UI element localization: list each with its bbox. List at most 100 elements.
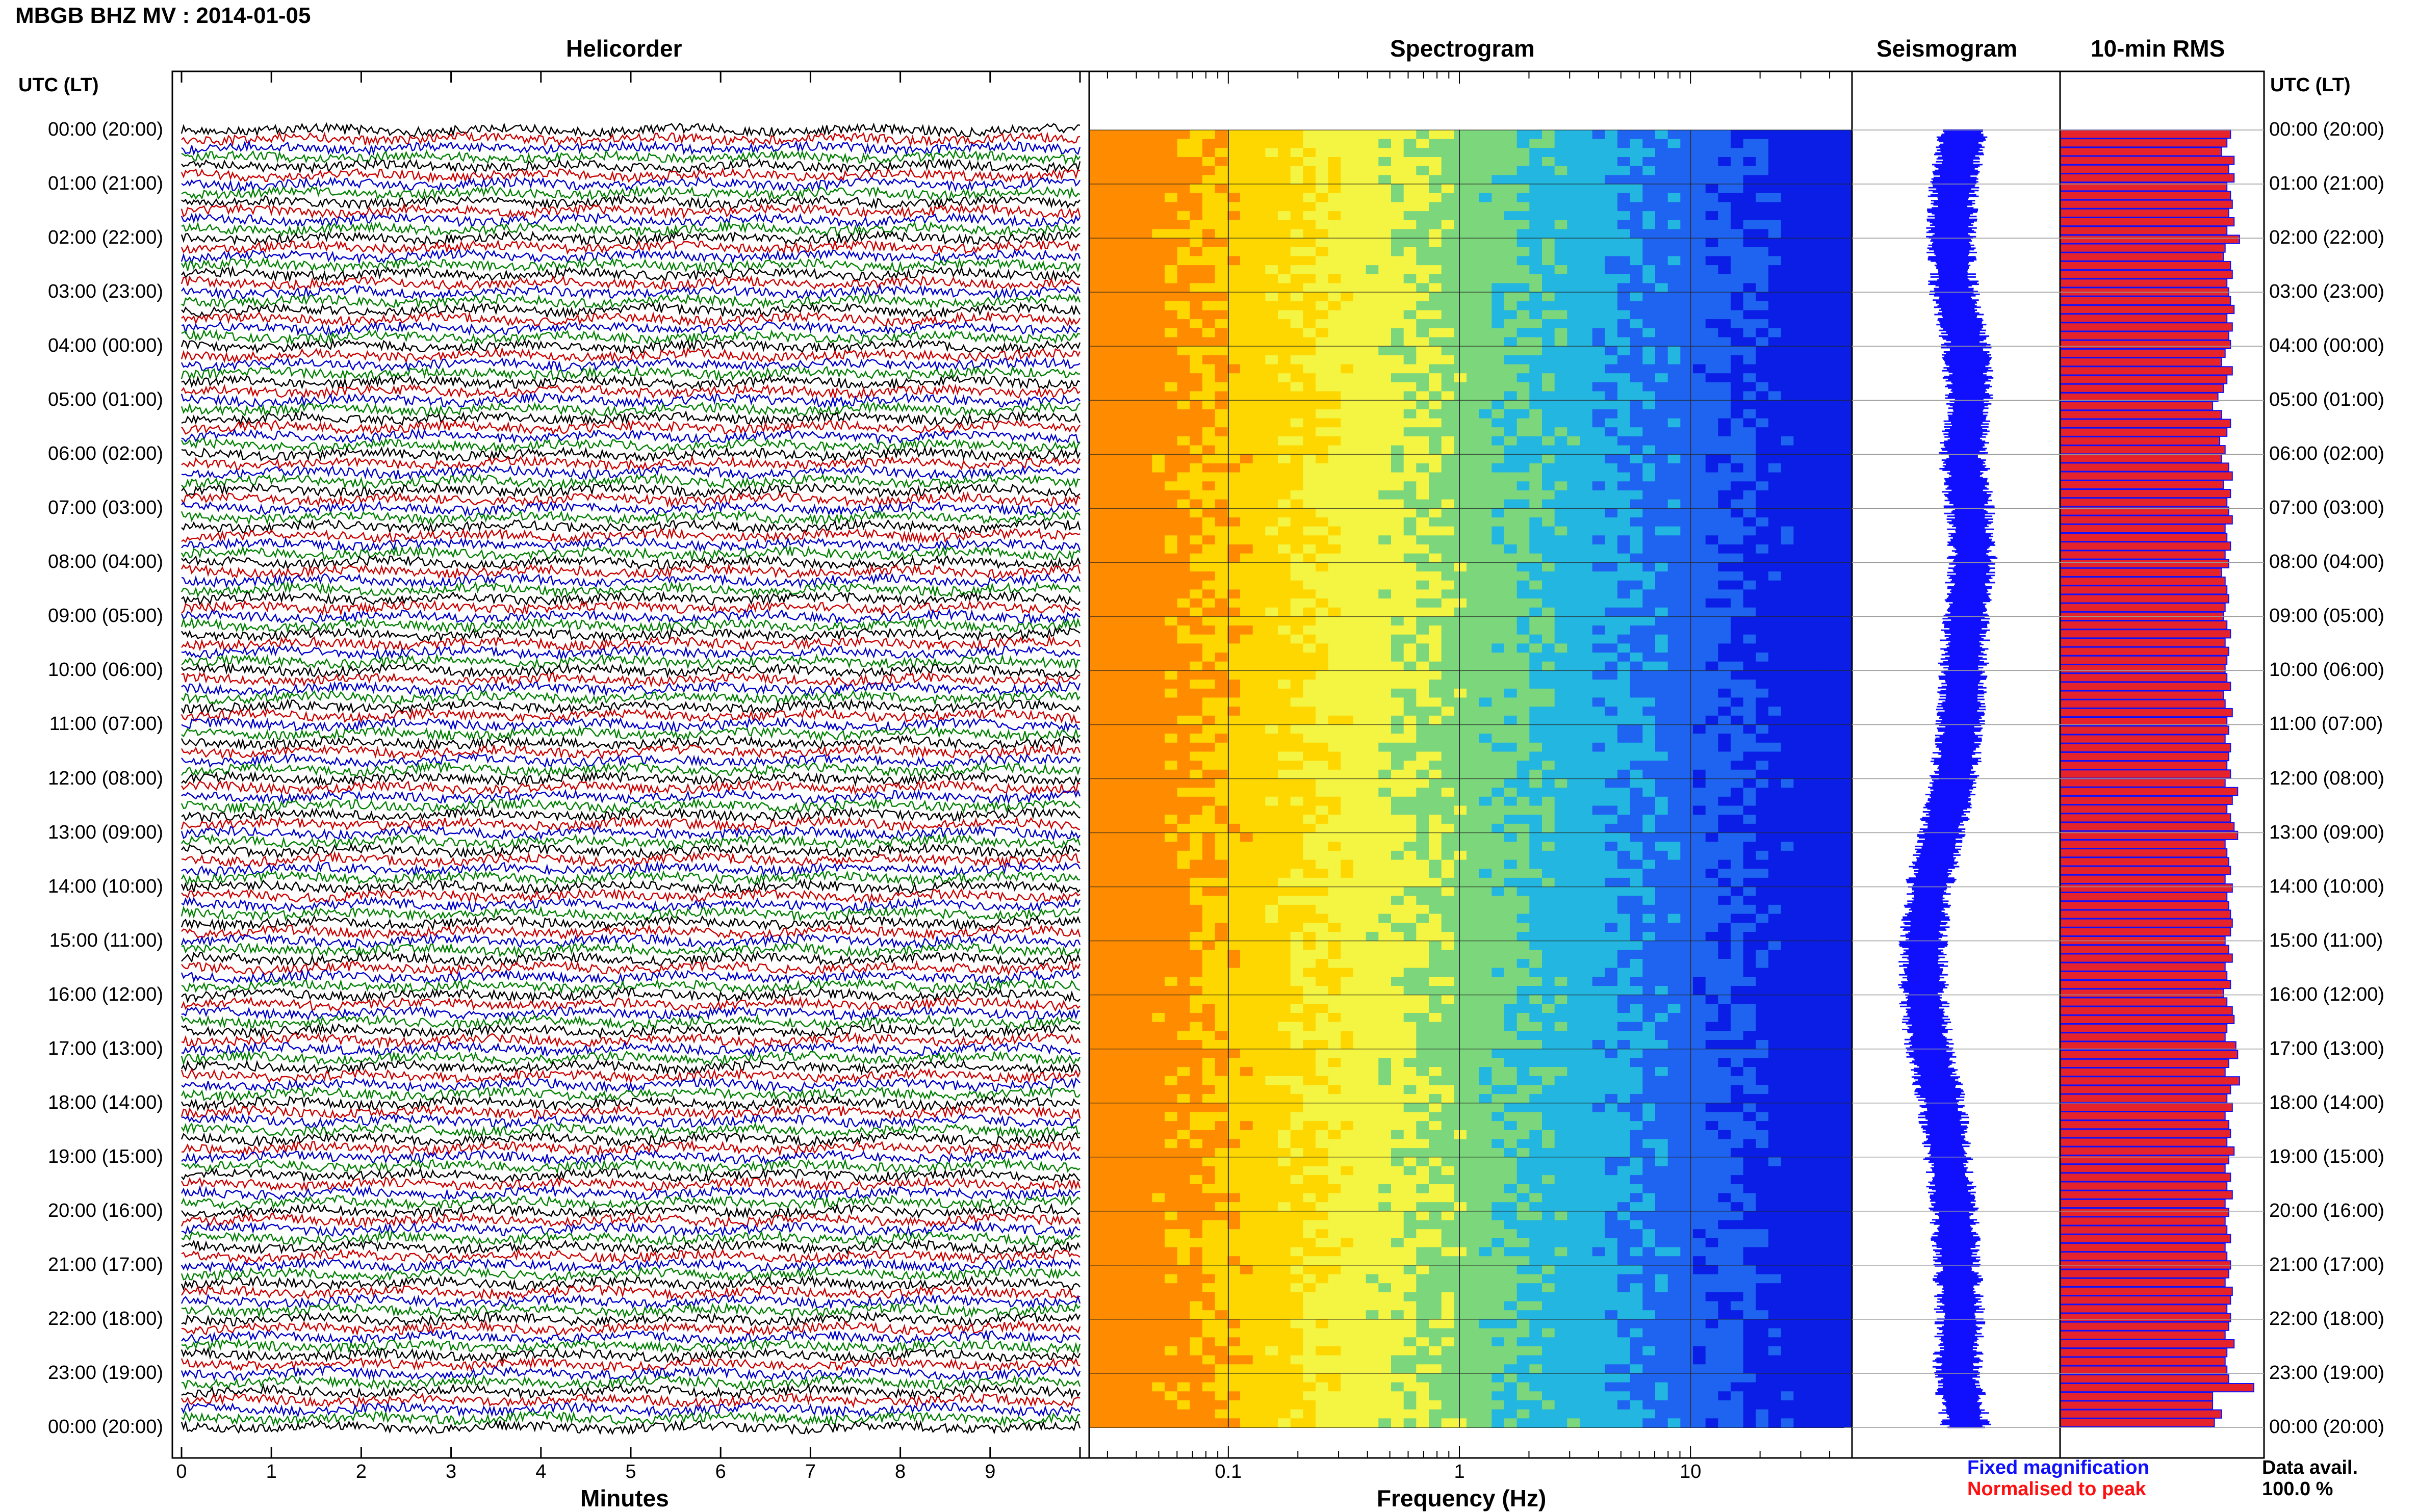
spectrogram-cell	[1504, 670, 1518, 681]
spectrogram-cell	[1793, 355, 1807, 365]
spectrogram-cell	[1303, 193, 1316, 203]
spectrogram-cell	[1818, 337, 1832, 347]
spectrogram-cell	[1592, 364, 1606, 374]
spectrogram-cell	[1542, 211, 1555, 221]
spectrogram-cell	[1227, 472, 1241, 482]
spectrogram-cell	[1554, 697, 1568, 708]
spectrogram-cell	[1429, 661, 1442, 671]
spectrogram-cell	[1567, 653, 1580, 662]
spectrogram-cell	[1328, 166, 1342, 176]
spectrogram-cell	[1467, 436, 1480, 446]
spectrogram-cell	[1316, 832, 1329, 843]
spectrogram-cell	[1542, 580, 1555, 590]
spectrogram-cell	[1454, 454, 1467, 464]
spectrogram-cell	[1353, 769, 1367, 779]
spectrogram-cell	[1190, 463, 1203, 473]
spectrogram-cell	[1617, 571, 1631, 581]
spectrogram-cell	[1630, 670, 1643, 681]
spectrogram-cell	[1479, 508, 1493, 518]
spectrogram-cell	[1529, 815, 1542, 824]
spectrogram-cell	[1655, 301, 1668, 311]
spectrogram-cell	[1127, 355, 1140, 365]
spectrogram-cell	[1605, 490, 1618, 500]
spectrogram-cell	[1479, 832, 1493, 843]
spectrogram-cell	[1101, 859, 1115, 870]
spectrogram-cell	[1667, 544, 1681, 554]
spectrogram-cell	[1781, 409, 1794, 419]
spectrogram-cell	[1303, 364, 1316, 374]
spectrogram-cell	[1353, 229, 1367, 239]
spectrogram-cell	[1454, 202, 1467, 212]
spectrogram-cell	[1190, 796, 1203, 806]
spectrogram-cell	[1165, 220, 1178, 230]
spectrogram-cell	[1190, 815, 1203, 824]
spectrogram-cell	[1316, 634, 1329, 644]
spectrogram-cell	[1290, 148, 1304, 158]
spectrogram-cell	[1190, 292, 1203, 302]
spectrogram-cell	[1265, 427, 1278, 437]
spectrogram-cell	[1580, 319, 1593, 329]
spectrogram-cell	[1793, 535, 1807, 545]
spectrogram-cell	[1416, 815, 1429, 824]
spectrogram-cell	[1441, 229, 1455, 239]
spectrogram-cell	[1743, 707, 1757, 716]
spectrogram-cell	[1542, 382, 1555, 392]
spectrogram-cell	[1252, 418, 1266, 428]
spectrogram-cell	[1366, 815, 1379, 824]
spectrogram-cell	[1743, 328, 1757, 338]
spectrogram-cell	[1831, 697, 1844, 708]
spectrogram-cell	[1114, 778, 1127, 789]
spectrogram-cell	[1290, 535, 1304, 545]
spectrogram-cell	[1567, 292, 1580, 302]
spectrogram-cell	[1177, 859, 1191, 870]
spectrogram-cell	[1089, 697, 1102, 708]
spectrogram-cell	[1567, 598, 1580, 608]
spectrogram-cell	[1441, 310, 1455, 320]
spectrogram-cell	[1190, 481, 1203, 491]
spectrogram-cell	[1290, 463, 1304, 473]
spectrogram-cell	[1290, 553, 1304, 563]
spectrogram-cell	[1642, 697, 1656, 708]
spectrogram-cell	[1831, 769, 1844, 779]
spectrogram-cell	[1467, 247, 1480, 257]
spectrogram-cell	[1416, 409, 1429, 419]
spectrogram-cell	[1642, 571, 1656, 581]
spectrogram-cell	[1127, 734, 1140, 743]
spectrogram-cell	[1278, 184, 1291, 194]
spectrogram-cell	[1605, 832, 1618, 843]
spectrogram-cell	[1617, 607, 1631, 617]
spectrogram-cell	[1278, 310, 1291, 320]
spectrogram-cell	[1580, 436, 1593, 446]
spectrogram-cell	[1202, 364, 1216, 374]
spectrogram-cell	[1479, 427, 1493, 437]
spectrogram-cell	[1705, 157, 1719, 167]
spectrogram-cell	[1177, 346, 1191, 356]
spectrogram-cell	[1781, 751, 1794, 762]
spectrogram-cell	[1378, 517, 1392, 527]
spectrogram-cell	[1743, 337, 1757, 347]
spectrogram-cell	[1831, 571, 1844, 581]
spectrogram-cell	[1605, 508, 1618, 518]
spectrogram-cell	[1781, 310, 1794, 320]
spectrogram-cell	[1341, 761, 1354, 770]
spectrogram-cell	[1215, 220, 1228, 230]
spectrogram-cell	[1680, 463, 1693, 473]
spectrogram-cell	[1781, 697, 1794, 708]
spectrogram-cell	[1781, 265, 1794, 275]
spectrogram-cell	[1177, 454, 1191, 464]
spectrogram-cell	[1353, 499, 1367, 509]
spectrogram-cell	[1190, 319, 1203, 329]
spectrogram-cell	[1378, 778, 1392, 789]
spectrogram-cell	[1467, 427, 1480, 437]
spectrogram-cell	[1227, 319, 1241, 329]
spectrogram-cell	[1290, 842, 1304, 851]
spectrogram-cell	[1429, 526, 1442, 536]
spectrogram-cell	[1416, 508, 1429, 518]
spectrogram-cell	[1768, 139, 1782, 149]
spectrogram-cell	[1429, 707, 1442, 716]
spectrogram-cell	[1152, 526, 1165, 536]
spectrogram-cell	[1215, 769, 1228, 779]
spectrogram-cell	[1743, 796, 1757, 806]
spectrogram-cell	[1454, 634, 1467, 644]
spectrogram-cell	[1516, 409, 1530, 419]
